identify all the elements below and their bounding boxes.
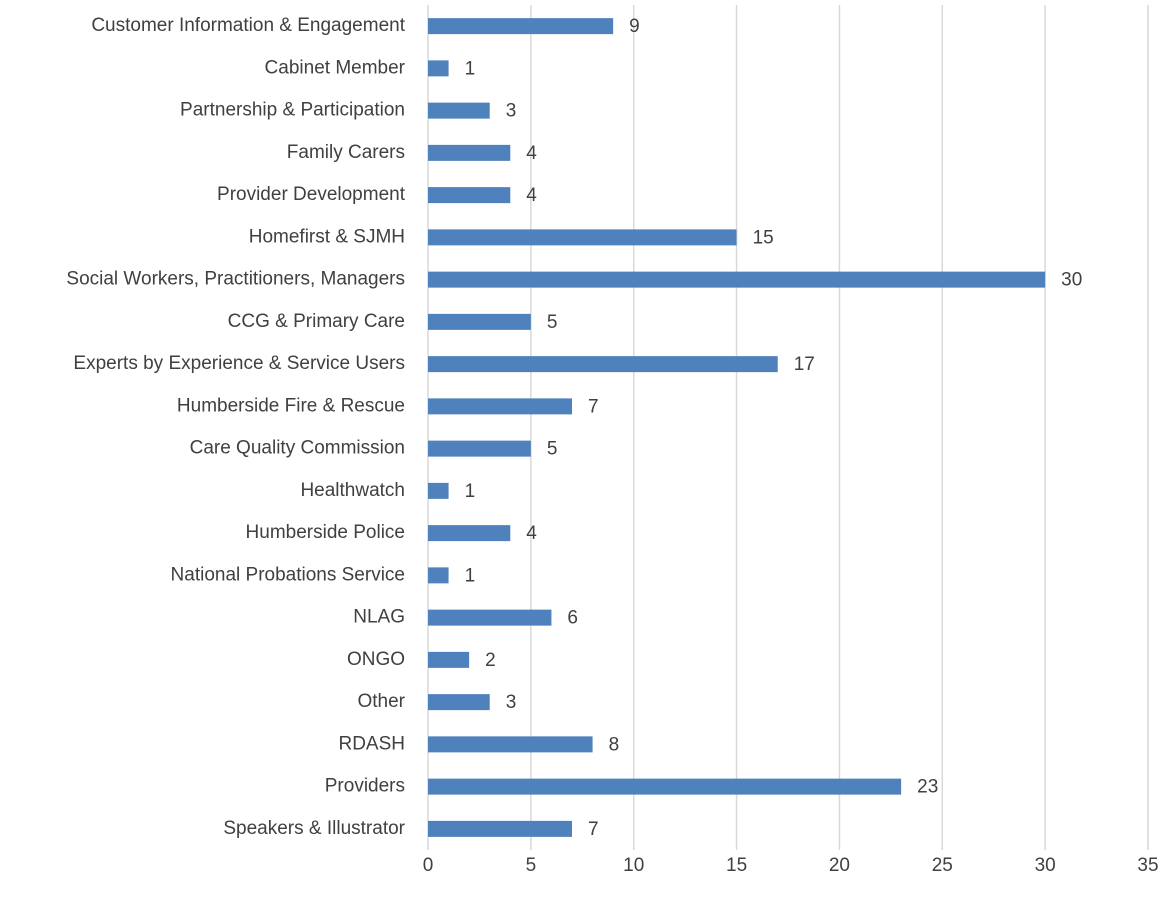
- bar: [428, 440, 531, 457]
- data-label: 1: [465, 565, 476, 586]
- y-tick-label: Healthwatch: [300, 480, 405, 501]
- bar: [428, 60, 449, 77]
- bar: [428, 229, 737, 246]
- y-tick-label: Other: [357, 691, 405, 712]
- data-label: 9: [629, 16, 640, 37]
- y-tick-label: Customer Information & Engagement: [91, 15, 405, 36]
- bar: [428, 313, 531, 330]
- bar: [428, 398, 572, 415]
- y-tick-label: Provider Development: [217, 184, 406, 205]
- bar: [428, 609, 552, 626]
- y-tick-label: Humberside Fire & Rescue: [177, 395, 405, 416]
- data-label: 23: [917, 777, 938, 798]
- y-tick-label: NLAG: [353, 607, 405, 628]
- bar: [428, 567, 449, 584]
- x-tick-label: 25: [932, 855, 953, 876]
- y-tick-label: National Probations Service: [171, 564, 405, 585]
- data-label: 1: [465, 481, 476, 502]
- y-tick-label: Experts by Experience & Service Users: [73, 353, 405, 374]
- data-label: 17: [794, 354, 815, 375]
- bar: [428, 187, 511, 204]
- x-tick-label: 0: [423, 855, 434, 876]
- data-label: 7: [588, 396, 599, 417]
- data-label: 2: [485, 650, 496, 671]
- y-tick-label: Social Workers, Practitioners, Managers: [66, 269, 405, 290]
- y-tick-label: Family Carers: [287, 142, 405, 163]
- bar: [428, 356, 778, 373]
- data-label: 1: [465, 58, 476, 79]
- x-tick-label: 20: [829, 855, 850, 876]
- data-label: 8: [609, 734, 620, 755]
- y-tick-label: Humberside Police: [246, 522, 405, 543]
- x-tick-label: 35: [1137, 855, 1158, 876]
- bar: [428, 736, 593, 753]
- y-tick-label: Providers: [325, 776, 405, 797]
- y-tick-label: Homefirst & SJMH: [249, 226, 405, 247]
- y-tick-label: ONGO: [347, 649, 405, 670]
- data-label: 3: [506, 692, 517, 713]
- data-label: 4: [526, 523, 537, 544]
- data-label: 4: [526, 185, 537, 206]
- data-label: 3: [506, 101, 517, 122]
- bar: [428, 144, 511, 161]
- bar: [428, 482, 449, 499]
- bar: [428, 694, 490, 711]
- bar: [428, 102, 490, 119]
- bar: [428, 525, 511, 542]
- data-label: 5: [547, 439, 558, 460]
- data-label: 5: [547, 312, 558, 333]
- bar: [428, 651, 470, 668]
- x-tick-label: 5: [526, 855, 537, 876]
- data-label: 15: [753, 227, 774, 248]
- y-tick-label: Speakers & Illustrator: [223, 818, 405, 839]
- data-label: 6: [567, 608, 578, 629]
- data-label: 30: [1061, 270, 1082, 291]
- y-tick-label: Care Quality Commission: [190, 438, 405, 459]
- y-tick-label: Partnership & Participation: [180, 100, 405, 121]
- y-tick-label: RDASH: [338, 733, 405, 754]
- bar: [428, 271, 1046, 288]
- bar: [428, 18, 614, 35]
- y-tick-label: CCG & Primary Care: [228, 311, 405, 332]
- bar: [428, 778, 902, 795]
- y-tick-label: Cabinet Member: [265, 57, 406, 78]
- data-label: 7: [588, 819, 599, 840]
- bar: [428, 820, 572, 837]
- x-tick-label: 15: [726, 855, 747, 876]
- data-label: 4: [526, 143, 537, 164]
- x-tick-label: 30: [1035, 855, 1056, 876]
- x-tick-label: 10: [623, 855, 644, 876]
